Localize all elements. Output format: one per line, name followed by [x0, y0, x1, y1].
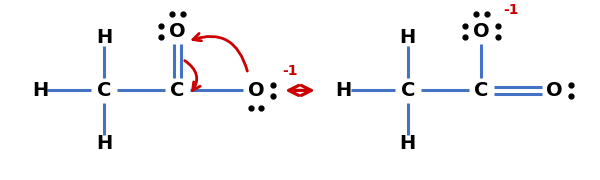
Text: -1: -1	[503, 3, 518, 17]
Text: H: H	[400, 134, 416, 153]
Text: C: C	[401, 81, 415, 100]
Text: O: O	[248, 81, 264, 100]
Text: H: H	[400, 28, 416, 47]
Text: -1: -1	[283, 64, 298, 78]
Text: C: C	[474, 81, 488, 100]
Text: H: H	[96, 134, 112, 153]
Text: O: O	[547, 81, 563, 100]
Text: H: H	[335, 81, 351, 100]
Text: O: O	[169, 22, 186, 41]
Text: H: H	[32, 81, 49, 100]
Text: C: C	[170, 81, 185, 100]
Text: O: O	[473, 22, 490, 41]
Text: H: H	[96, 28, 112, 47]
Text: C: C	[97, 81, 111, 100]
